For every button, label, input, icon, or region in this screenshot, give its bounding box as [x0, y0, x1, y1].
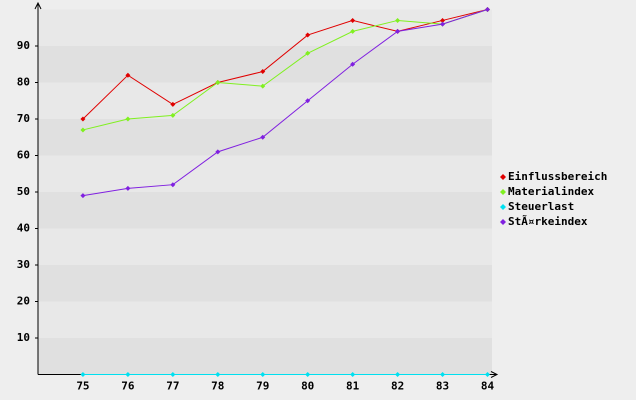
legend-marker: [500, 204, 506, 210]
plot-band: [38, 155, 492, 192]
data-point: [440, 372, 446, 377]
legend-label: StÃ¤rkeindex: [508, 215, 588, 228]
data-point: [440, 21, 446, 27]
legend-label: Materialindex: [508, 185, 594, 198]
data-point: [80, 127, 86, 133]
x-tick-label: 78: [211, 380, 224, 393]
y-tick-label: 40: [17, 222, 30, 235]
plot-band: [38, 192, 492, 229]
data-point: [350, 17, 356, 23]
data-point: [215, 80, 221, 85]
data-point: [80, 193, 86, 199]
series-line: [82, 9, 488, 197]
x-tick-label: 82: [391, 380, 404, 393]
legend-label: Einflussbereich: [508, 170, 607, 183]
y-tick-label: 10: [17, 331, 30, 344]
data-point: [305, 98, 311, 104]
plot-band: [38, 228, 492, 265]
data-point: [350, 28, 356, 34]
data-point: [305, 32, 311, 38]
x-tick-label: 77: [166, 380, 179, 393]
data-point: [305, 50, 311, 56]
y-tick-label: 70: [17, 112, 30, 125]
data-point: [395, 372, 401, 377]
x-tick-label: 84: [481, 380, 495, 393]
y-tick-label: 80: [17, 76, 30, 89]
x-tick-label: 83: [436, 380, 449, 393]
data-point: [305, 372, 311, 377]
legend-marker: [500, 219, 506, 225]
y-tick-label: 30: [17, 258, 30, 271]
data-point: [395, 17, 401, 23]
data-point: [170, 372, 176, 377]
data-point: [80, 372, 86, 377]
legend-label: Steuerlast: [508, 200, 574, 213]
plot-band: [38, 338, 492, 375]
data-point: [170, 182, 176, 188]
series-line: [82, 9, 488, 120]
data-point: [170, 112, 176, 118]
data-point: [80, 116, 86, 122]
plot-band: [38, 82, 492, 119]
x-tick-label: 80: [301, 380, 314, 393]
y-tick-label: 50: [17, 185, 30, 198]
data-point: [215, 149, 221, 155]
legend-marker: [500, 174, 506, 180]
data-point: [125, 372, 131, 377]
data-point: [395, 28, 401, 34]
x-tick-label: 81: [346, 380, 360, 393]
data-point: [485, 7, 491, 12]
data-point: [350, 372, 356, 377]
plot-band: [38, 46, 492, 83]
y-tick-label: 90: [17, 39, 30, 52]
y-tick-label: 60: [17, 149, 30, 162]
x-tick-label: 75: [76, 380, 89, 393]
data-point: [260, 69, 266, 75]
y-axis-arrow: [34, 1, 42, 10]
data-point: [125, 72, 131, 78]
x-axis-arrow: [490, 371, 499, 378]
plot-band: [38, 265, 492, 302]
data-point: [260, 372, 266, 377]
data-point: [215, 372, 221, 377]
data-point: [485, 372, 491, 377]
y-tick-label: 20: [17, 295, 30, 308]
data-point: [260, 134, 266, 140]
plot-band: [38, 301, 492, 338]
data-point: [170, 101, 176, 107]
data-point: [260, 83, 266, 89]
data-point: [125, 185, 131, 191]
data-point: [440, 17, 446, 23]
data-point: [350, 61, 356, 67]
x-tick-label: 79: [256, 380, 269, 393]
data-point: [125, 116, 131, 122]
x-tick-label: 76: [121, 380, 135, 393]
series-line: [82, 9, 488, 131]
plot-band: [38, 9, 492, 46]
legend-marker: [500, 189, 506, 195]
